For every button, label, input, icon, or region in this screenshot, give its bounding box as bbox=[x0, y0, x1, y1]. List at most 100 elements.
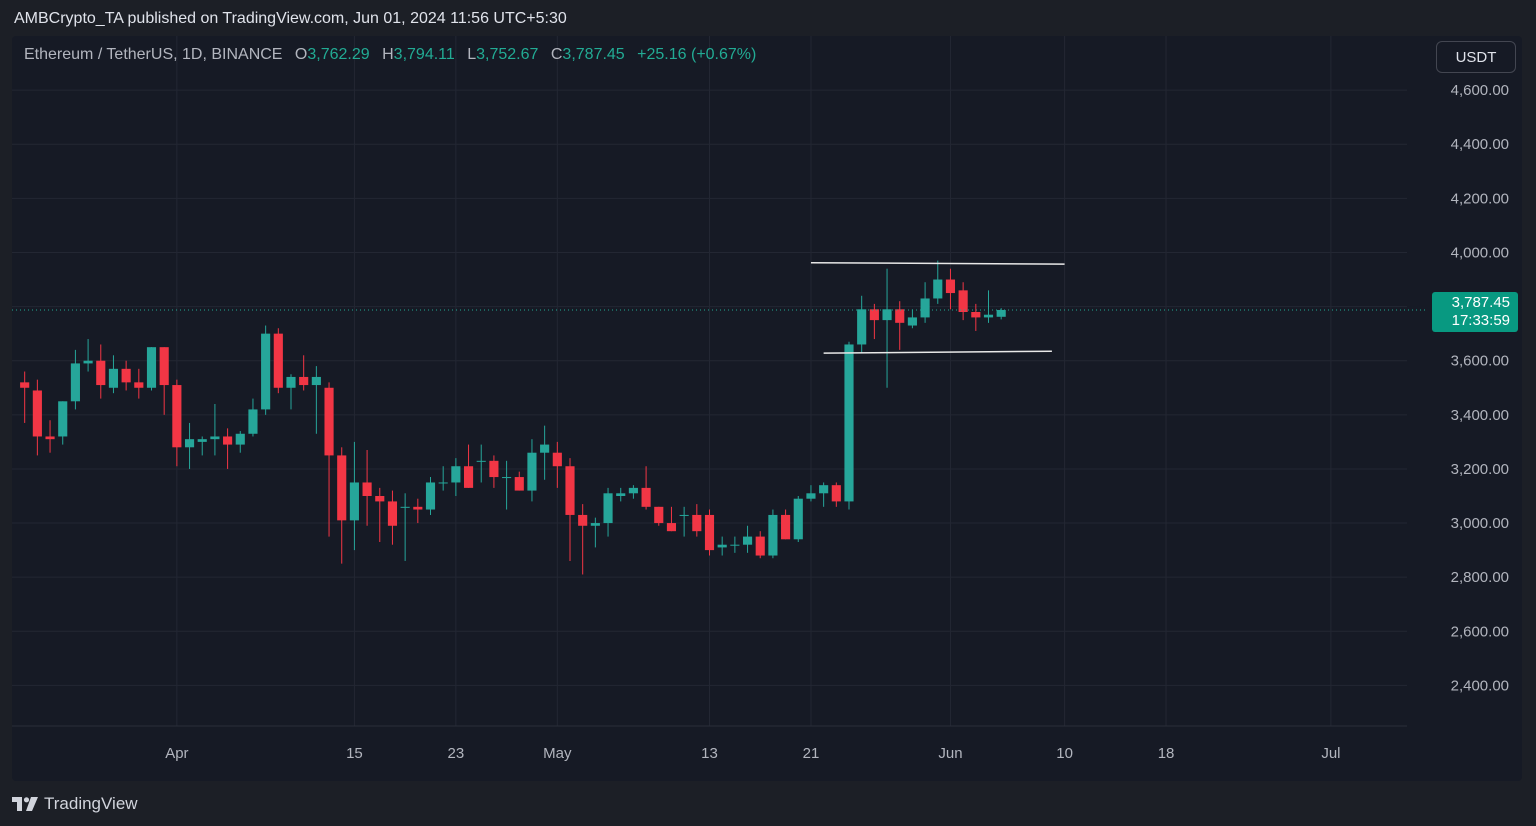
symbol-name: Ethereum / TetherUS, 1D, BINANCE bbox=[24, 46, 283, 63]
candle-body bbox=[108, 368, 119, 388]
candle bbox=[730, 536, 740, 553]
candle bbox=[210, 404, 220, 456]
chart-frame[interactable]: 2,400.00 2,600.00 2,800.00 3,000.00 3,200.00… bbox=[12, 36, 1522, 781]
candle-body bbox=[235, 433, 245, 445]
candle bbox=[971, 303, 981, 331]
candle-body bbox=[552, 452, 562, 467]
high-value: 3,794.11 bbox=[393, 46, 455, 63]
candle bbox=[502, 460, 512, 510]
high-label: H bbox=[382, 46, 394, 63]
x-tick-label: Jun bbox=[938, 745, 962, 762]
low-label: L bbox=[467, 46, 477, 63]
symbol-legend[interactable]: Ethereum / TetherUS, 1D, BINANCE O3,762.… bbox=[24, 46, 764, 64]
candle bbox=[32, 379, 42, 456]
trendline bbox=[810, 262, 1065, 265]
y-tick-label: 2,800.00 bbox=[1451, 569, 1509, 586]
candle-body bbox=[831, 485, 841, 502]
candle bbox=[96, 344, 106, 399]
candle-body bbox=[971, 312, 981, 318]
candle bbox=[590, 517, 600, 548]
candle bbox=[920, 282, 930, 323]
x-tick-label: May bbox=[543, 745, 572, 762]
last-price-tag: 3,787.45 17:33:59 bbox=[1432, 292, 1518, 332]
x-tick-label: 18 bbox=[1158, 745, 1175, 762]
candle bbox=[641, 466, 651, 510]
candle bbox=[907, 309, 917, 329]
candle bbox=[679, 506, 689, 537]
candle bbox=[134, 368, 144, 399]
candle bbox=[819, 482, 829, 507]
candle-body bbox=[628, 487, 638, 494]
candle-body bbox=[983, 314, 994, 318]
candle bbox=[768, 509, 778, 559]
brand-footer[interactable]: TradingView bbox=[12, 794, 138, 814]
candle-body bbox=[451, 466, 461, 483]
candle-body bbox=[261, 333, 271, 410]
candle-body bbox=[768, 514, 778, 556]
close-label: C bbox=[550, 46, 563, 63]
y-tick-label: 2,600.00 bbox=[1451, 623, 1509, 640]
candle-body bbox=[781, 514, 791, 540]
candle bbox=[451, 458, 461, 496]
candle-body bbox=[489, 460, 499, 478]
candle-body bbox=[121, 368, 131, 383]
candle-body bbox=[70, 363, 80, 402]
candle-body bbox=[463, 466, 474, 488]
y-tick-label: 4,400.00 bbox=[1451, 136, 1509, 153]
candle bbox=[704, 509, 715, 556]
candle bbox=[146, 347, 157, 391]
candle-body bbox=[819, 485, 829, 494]
candle bbox=[438, 466, 448, 491]
candle bbox=[742, 525, 753, 553]
candle bbox=[527, 439, 537, 502]
candle-body bbox=[387, 501, 398, 526]
candle-layer bbox=[20, 260, 1006, 575]
candle-body bbox=[223, 436, 233, 445]
last-price-value: 3,787.45 bbox=[1451, 294, 1510, 311]
x-tick-label: Apr bbox=[165, 745, 188, 762]
candle bbox=[933, 260, 943, 304]
candle bbox=[958, 282, 968, 321]
candle bbox=[375, 487, 385, 542]
candle-body bbox=[540, 444, 550, 453]
candle-body bbox=[704, 514, 715, 551]
candle-body bbox=[844, 344, 854, 502]
candle bbox=[945, 268, 956, 310]
candle bbox=[324, 382, 334, 537]
candle-body bbox=[717, 544, 727, 548]
candle-body bbox=[413, 506, 423, 510]
candle-body bbox=[273, 333, 283, 388]
candle-body bbox=[299, 376, 309, 386]
candle bbox=[489, 455, 499, 488]
candle-body bbox=[502, 477, 512, 479]
candle bbox=[108, 355, 119, 394]
open-label: O bbox=[294, 46, 308, 63]
currency-button[interactable]: USDT bbox=[1436, 41, 1516, 73]
x-tick-label: 21 bbox=[803, 745, 820, 762]
x-tick-label: 13 bbox=[701, 745, 718, 762]
candle-body bbox=[616, 493, 626, 496]
candle bbox=[895, 301, 905, 350]
candle bbox=[184, 422, 195, 469]
candle-body bbox=[920, 298, 930, 318]
candle bbox=[983, 290, 994, 323]
candle bbox=[248, 398, 258, 437]
candle bbox=[172, 379, 182, 467]
candle bbox=[362, 450, 372, 526]
candle-body bbox=[210, 436, 220, 440]
candle-body bbox=[933, 279, 943, 299]
candle bbox=[857, 295, 867, 353]
candlestick-chart[interactable]: 2,400.00 2,600.00 2,800.00 3,000.00 3,200.00… bbox=[12, 36, 1522, 781]
y-tick-label: 4,600.00 bbox=[1451, 82, 1509, 99]
y-tick-label: 3,400.00 bbox=[1451, 407, 1509, 424]
close-value: 3,787.45 bbox=[562, 46, 625, 63]
candle-body bbox=[996, 309, 1006, 317]
candle bbox=[578, 504, 588, 575]
low-value: 3,752.67 bbox=[476, 46, 539, 63]
x-tick-label: Jul bbox=[1321, 745, 1340, 762]
candle-body bbox=[869, 309, 879, 321]
candle bbox=[476, 444, 486, 483]
candle-body bbox=[882, 309, 892, 321]
candle bbox=[45, 420, 55, 453]
candle bbox=[273, 328, 283, 394]
